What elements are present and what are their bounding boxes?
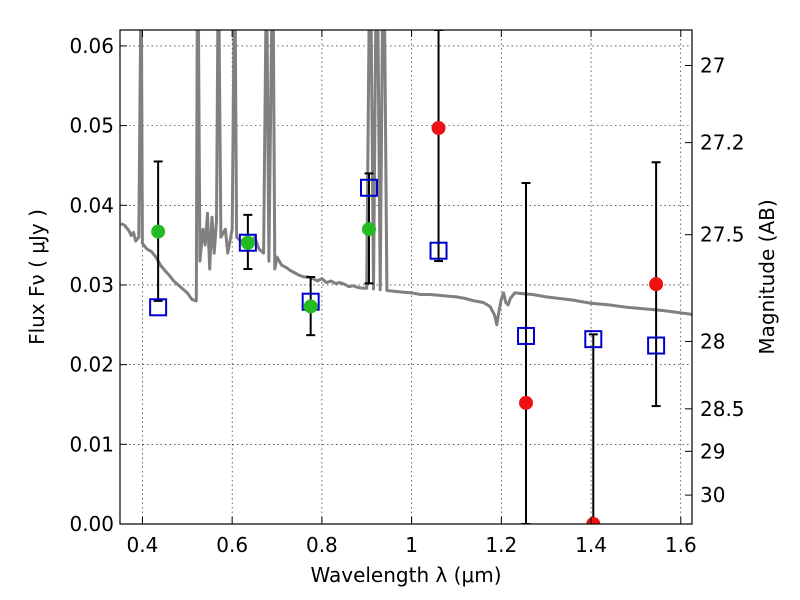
y-tick-label: 0.02 [69,353,114,377]
observed-point-detected [361,222,376,237]
plot-frame [119,29,693,525]
right-tick-label: 28 [700,329,725,353]
model-point-square [149,298,168,317]
error-bars [153,30,661,524]
observed-point-limit [519,395,534,410]
observed-point-detected [240,235,255,250]
right-tick-label: 29 [700,439,725,463]
x-tick-label: 0.8 [306,533,338,557]
y-tick-label: 0.00 [69,512,114,536]
model-spectrum-line [120,30,692,327]
x-tick-label: 1.6 [665,533,697,557]
y-axis-title: Flux Fν ( μJy ) [25,209,49,345]
y-tick-label: 0.06 [69,34,114,58]
x-axis-title: Wavelength λ (μm) [310,563,501,587]
observed-point-limit [431,121,446,136]
model-point-square [429,241,448,260]
model-point-square [517,326,536,345]
tick-labels: 0.4 0.6 0.8 1 1.2 1.4 1.6 0.00 0.01 0.02 0.03 0.04 0… [69,34,744,557]
x-tick-label: 0.4 [127,533,159,557]
y-tick-label: 0.03 [69,273,114,297]
grid [120,30,692,525]
observed-point-detected [151,224,166,239]
observed-point-detected [303,299,318,314]
axis-ticks [120,30,692,525]
right-tick-label: 27.5 [700,223,745,247]
y-tick-label: 0.01 [69,432,114,456]
model-point-square [584,330,603,349]
right-tick-label: 28.5 [700,397,745,421]
x-tick-label: 1.4 [575,533,607,557]
x-tick-label: 1 [405,533,418,557]
model-point-square [359,178,378,197]
right-tick-label: 30 [700,483,725,507]
right-tick-label: 27 [700,53,725,77]
data-points [149,121,666,524]
model-spectrum-layer [120,30,692,327]
observed-point-limit [649,277,664,292]
y-axis-right-title: Magnitude (AB) [755,199,779,354]
y-tick-label: 0.04 [69,193,114,217]
model-point-square [238,233,257,252]
model-point-square [647,336,666,355]
y-tick-label: 0.05 [69,114,114,138]
x-tick-label: 0.6 [216,533,248,557]
right-tick-label: 27.2 [700,131,745,155]
observed-point-limit [586,517,601,524]
x-tick-label: 1.2 [485,533,517,557]
